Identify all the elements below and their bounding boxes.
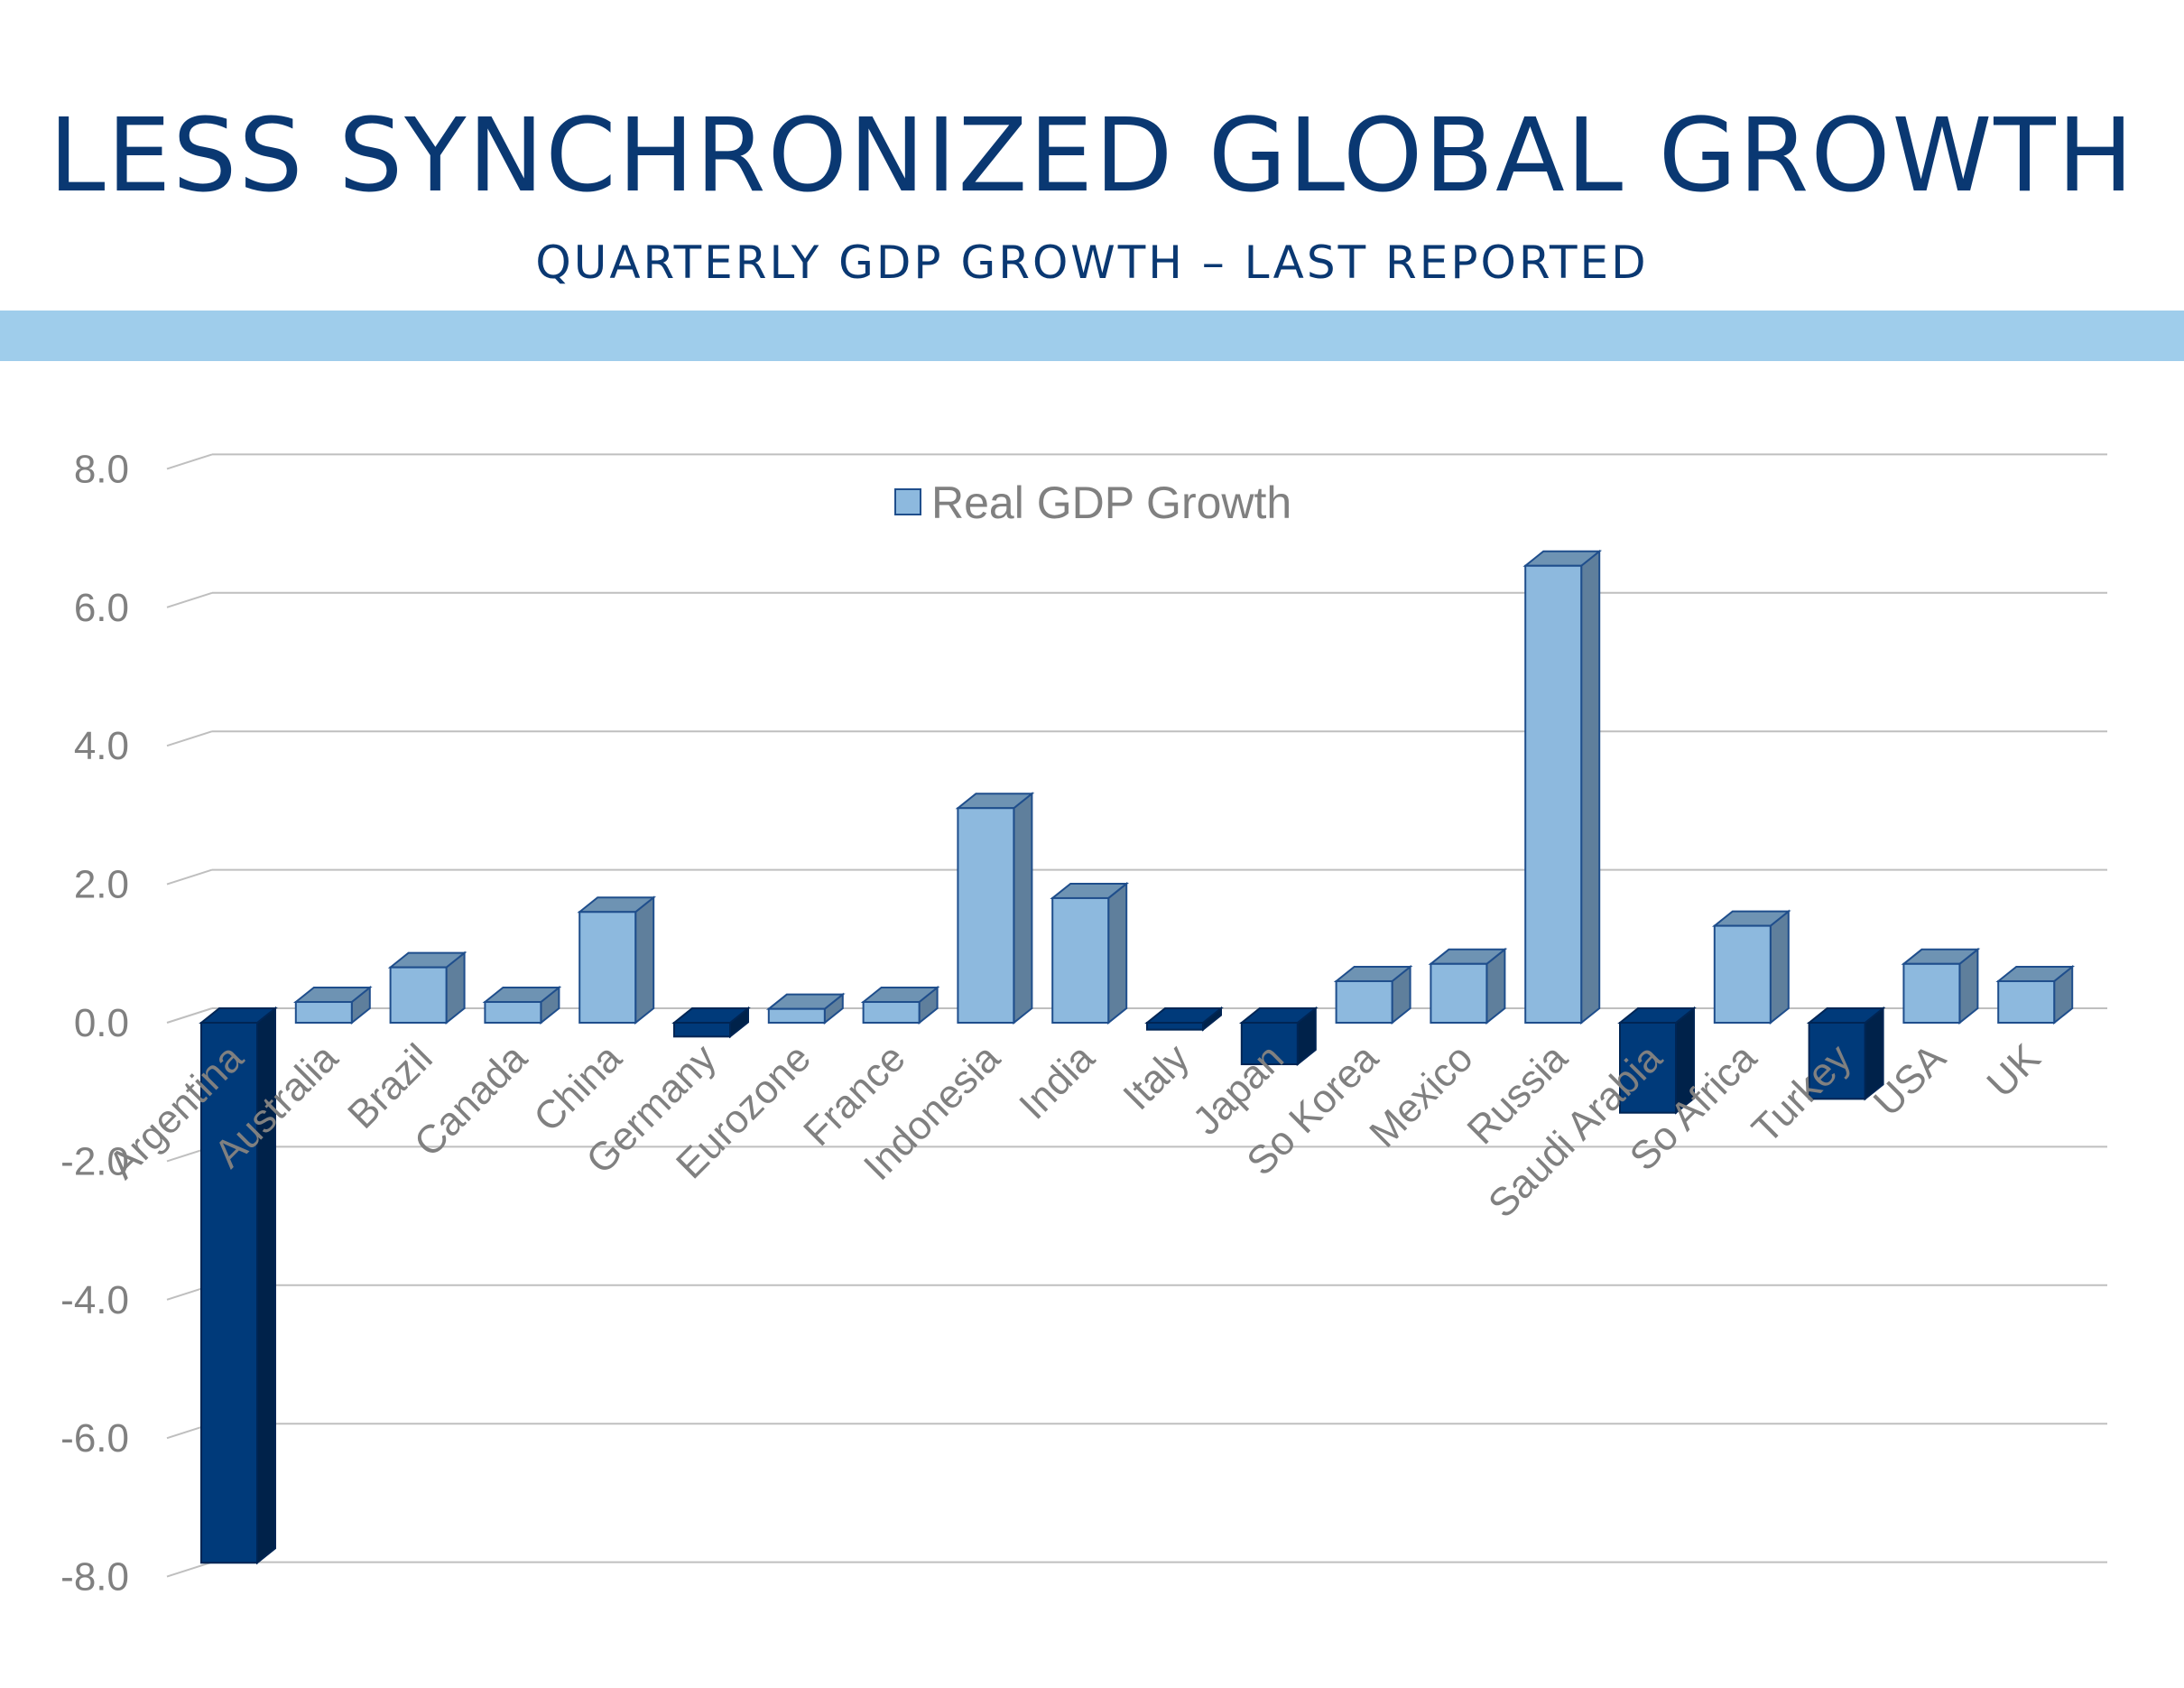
gridline-depth bbox=[166, 868, 213, 886]
bar-front bbox=[578, 911, 637, 1025]
bar-front bbox=[1146, 1022, 1204, 1031]
gridline-depth bbox=[166, 591, 213, 608]
bar-front bbox=[294, 1000, 353, 1024]
bar-front bbox=[1524, 564, 1583, 1025]
bar-canada bbox=[482, 985, 562, 1025]
bar-uk bbox=[1995, 964, 2076, 1025]
gridline-depth bbox=[166, 1561, 213, 1578]
y-tick-label: 6.0 bbox=[74, 586, 129, 630]
bar-argentina bbox=[199, 1006, 278, 1565]
legend-swatch bbox=[894, 488, 921, 515]
grid-lines bbox=[166, 453, 2107, 1578]
bar-australia bbox=[292, 985, 373, 1025]
bar-china bbox=[577, 895, 657, 1025]
bar-front bbox=[1713, 924, 1772, 1024]
y-tick-label: 2.0 bbox=[74, 863, 129, 907]
bar-so-africa bbox=[1711, 909, 1791, 1025]
legend-label: Real GDP Growth bbox=[931, 478, 1291, 528]
bar-brazil bbox=[387, 951, 467, 1025]
page-subtitle: QUARTERLY GDP GROWTH – LAST REPORTED bbox=[535, 237, 1649, 289]
bar-front bbox=[1430, 962, 1488, 1025]
page-title: LESS SYNCHRONIZED GLOBAL GROWTH bbox=[49, 97, 2135, 215]
bar-side bbox=[1769, 909, 1790, 1025]
bars bbox=[199, 549, 2076, 1565]
category-labels: ArgentinaAustraliaBrazilCanadaChinaGerma… bbox=[100, 1035, 2049, 1227]
bar-side bbox=[634, 895, 655, 1025]
bar-front bbox=[1335, 979, 1393, 1024]
legend: Real GDP Growth bbox=[894, 478, 1291, 528]
y-tick-label: 0.0 bbox=[74, 1001, 129, 1045]
bar-side bbox=[1580, 549, 1601, 1025]
bar-france bbox=[860, 985, 940, 1025]
bar-side bbox=[1107, 881, 1128, 1025]
bar-front bbox=[1619, 1022, 1677, 1114]
bar-india bbox=[1050, 881, 1130, 1025]
bar-so-korea bbox=[1333, 964, 1413, 1025]
x-tick-label: Italy bbox=[1115, 1035, 1198, 1118]
bar-mexico bbox=[1428, 947, 1508, 1025]
y-tick-label: -6.0 bbox=[60, 1416, 129, 1461]
y-tick-label: 8.0 bbox=[74, 447, 129, 491]
x-tick-label: UK bbox=[1978, 1035, 2049, 1106]
bar-front bbox=[484, 1000, 542, 1024]
bar-front bbox=[1902, 962, 1961, 1025]
bar-saudi-arabia bbox=[1617, 1006, 1697, 1115]
bar-front bbox=[1808, 1022, 1866, 1100]
bar-front bbox=[673, 1022, 731, 1038]
bar-front bbox=[957, 807, 1015, 1024]
y-tick-label: -8.0 bbox=[60, 1555, 129, 1600]
bar-italy bbox=[1144, 1006, 1224, 1032]
bar-japan bbox=[1238, 1006, 1319, 1067]
x-tick-label: India bbox=[1011, 1035, 1103, 1127]
y-tick-label: 4.0 bbox=[74, 724, 129, 768]
bar-turkey bbox=[1806, 1006, 1886, 1101]
bar-front bbox=[200, 1022, 258, 1564]
bar-usa bbox=[1901, 947, 1981, 1025]
bar-germany bbox=[671, 1006, 751, 1039]
y-tick-label: -2.0 bbox=[60, 1139, 129, 1183]
bar-front bbox=[389, 966, 448, 1025]
bar-side bbox=[1013, 792, 1033, 1025]
header-band bbox=[0, 311, 2184, 361]
bar-russia bbox=[1522, 549, 1603, 1025]
bar-front bbox=[862, 1000, 921, 1024]
x-tick-label: Mexico bbox=[1361, 1035, 1481, 1155]
bar-front bbox=[1240, 1022, 1299, 1066]
gridline-depth bbox=[166, 730, 213, 747]
y-tick-label: -4.0 bbox=[60, 1278, 129, 1322]
bar-front bbox=[1051, 896, 1110, 1024]
bar-indonesia bbox=[955, 792, 1035, 1025]
bar-front bbox=[1997, 979, 2056, 1024]
y-axis-ticks: 8.0 6.0 4.0 2.0 0.0 -2.0 -4.0 -6.0 -8.0 bbox=[60, 447, 129, 1599]
bar-front bbox=[767, 1007, 826, 1025]
gridline-depth bbox=[166, 453, 213, 470]
bar-eurozone bbox=[765, 992, 846, 1025]
gridline-depth bbox=[166, 1007, 213, 1024]
